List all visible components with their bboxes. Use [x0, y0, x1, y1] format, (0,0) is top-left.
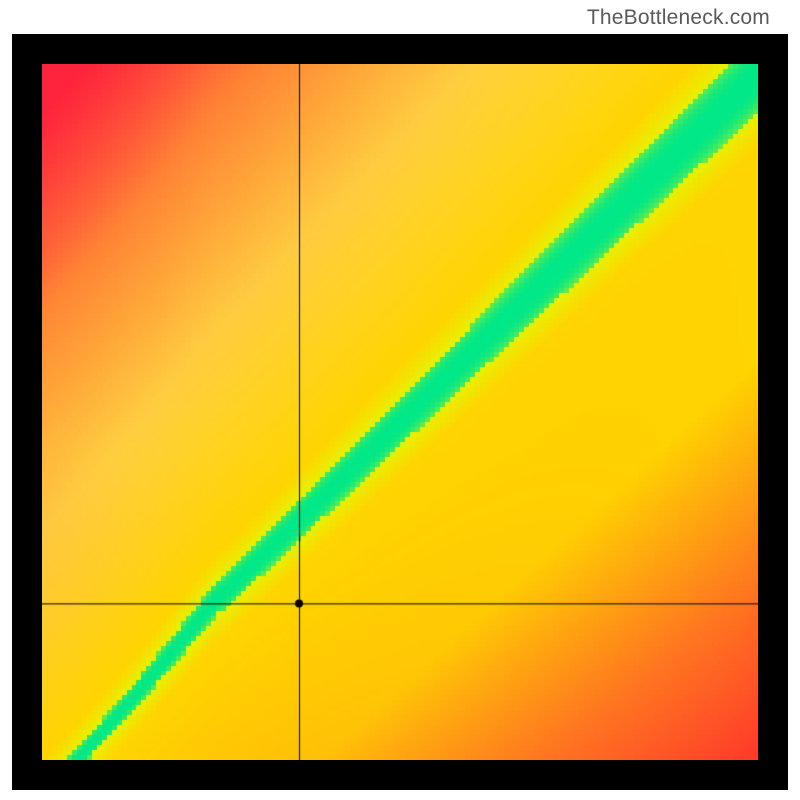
watermark-text: TheBottleneck.com [587, 6, 770, 30]
crosshair-overlay [42, 64, 758, 760]
